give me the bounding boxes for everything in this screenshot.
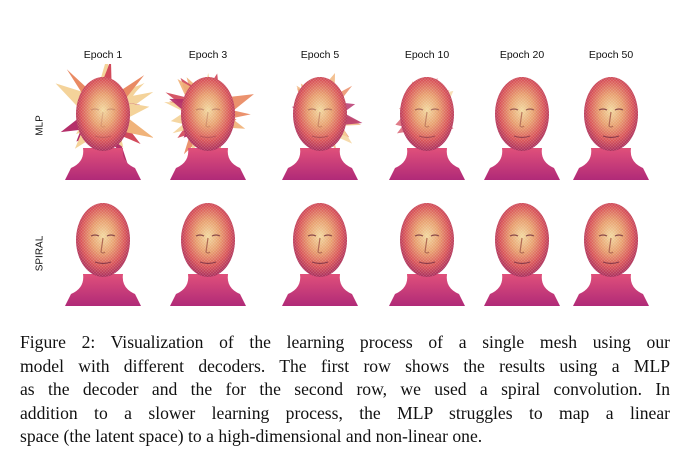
caption-line: addition to a slower learning process, t…: [20, 402, 670, 423]
figure: Epoch 1 Epoch 3 Epoch 5 Epoch 10 Epoch 2…: [34, 49, 661, 308]
face-mesh-spiral-3: [270, 190, 370, 308]
caption-line: space (the latent space) to a high-dimen…: [20, 426, 483, 446]
caption-line: model with different decoders. The first…: [20, 355, 670, 376]
column-label-epoch-10: Epoch 10: [404, 49, 450, 61]
column-label-epoch-3: Epoch 3: [188, 49, 228, 61]
face-mesh-mlp-6: [561, 64, 661, 182]
row-label-mlp: MLP: [34, 115, 46, 136]
caption-line: as the decoder and the for the second ro…: [20, 379, 670, 399]
column-label-epoch-5: Epoch 5: [300, 49, 340, 61]
face-mesh-mlp-1: [53, 64, 153, 182]
face-mesh-spiral-1: [53, 190, 153, 308]
face-mesh-spiral-4: [377, 190, 477, 308]
row-label-spiral: SPIRAL: [34, 235, 46, 272]
face-mesh-mlp-5: [472, 64, 572, 182]
column-label-epoch-20: Epoch 20: [499, 49, 545, 61]
caption-line: Figure 2: Visualization of the learning …: [20, 332, 670, 352]
face-mesh-mlp-3: [270, 64, 370, 182]
column-label-epoch-50: Epoch 50: [588, 49, 634, 61]
face-mesh-spiral-5: [472, 190, 572, 308]
face-mesh-spiral-2: [158, 190, 258, 308]
figure-caption: Figure 2: Visualization of the learning …: [20, 331, 670, 449]
face-mesh-mlp-4: [377, 64, 477, 182]
face-mesh-mlp-2: [158, 64, 258, 182]
column-label-epoch-1: Epoch 1: [83, 49, 123, 61]
face-mesh-spiral-6: [561, 190, 661, 308]
